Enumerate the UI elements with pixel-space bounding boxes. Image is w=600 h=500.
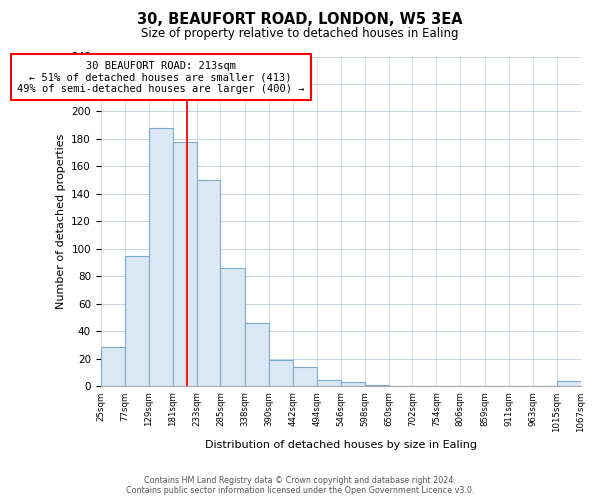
Text: 30 BEAUFORT ROAD: 213sqm
← 51% of detached houses are smaller (413)
49% of semi-: 30 BEAUFORT ROAD: 213sqm ← 51% of detach… [17, 60, 304, 94]
Text: Contains HM Land Registry data © Crown copyright and database right 2024.
Contai: Contains HM Land Registry data © Crown c… [126, 476, 474, 495]
Text: Size of property relative to detached houses in Ealing: Size of property relative to detached ho… [141, 28, 459, 40]
Bar [341, 382, 365, 386]
Bar [173, 142, 197, 386]
Bar [269, 360, 293, 386]
Bar [101, 346, 125, 387]
Bar [125, 256, 149, 386]
Bar [220, 268, 245, 386]
Bar [245, 323, 269, 386]
Bar [197, 180, 220, 386]
Bar [317, 380, 341, 386]
Bar [149, 128, 173, 386]
X-axis label: Distribution of detached houses by size in Ealing: Distribution of detached houses by size … [205, 440, 476, 450]
Bar [365, 385, 389, 386]
Bar [557, 381, 581, 386]
Bar [293, 367, 317, 386]
Y-axis label: Number of detached properties: Number of detached properties [56, 134, 66, 309]
Text: 30, BEAUFORT ROAD, LONDON, W5 3EA: 30, BEAUFORT ROAD, LONDON, W5 3EA [137, 12, 463, 28]
